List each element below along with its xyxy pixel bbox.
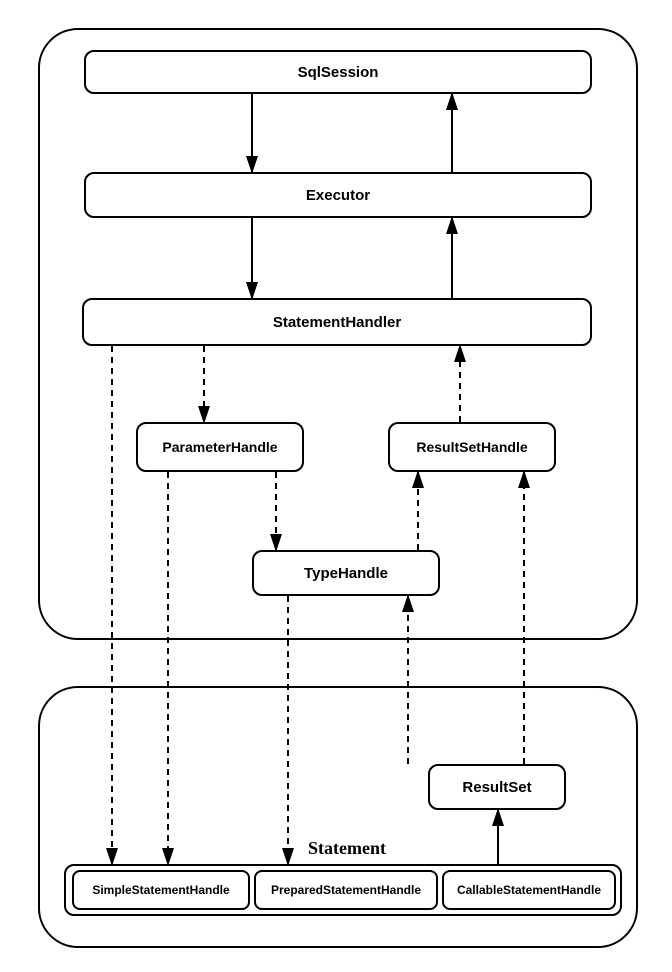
node-label-callable: CallableStatementHandle — [457, 883, 601, 897]
node-label-resultsethandle: ResultSetHandle — [416, 439, 527, 455]
node-parameterhandle: ParameterHandle — [136, 422, 304, 472]
node-statementhandler: StatementHandler — [82, 298, 592, 346]
node-label-parameterhandle: ParameterHandle — [162, 439, 277, 455]
node-label-sqlsession: SqlSession — [298, 64, 379, 81]
node-typehandle: TypeHandle — [252, 550, 440, 596]
node-sqlsession: SqlSession — [84, 50, 592, 94]
node-resultset: ResultSet — [428, 764, 566, 810]
node-simple: SimpleStatementHandle — [72, 870, 250, 910]
title-statement-title: Statement — [308, 838, 386, 859]
node-callable: CallableStatementHandle — [442, 870, 616, 910]
node-label-typehandle: TypeHandle — [304, 565, 388, 582]
node-label-statementhandler: StatementHandler — [273, 314, 401, 331]
node-label-executor: Executor — [306, 187, 370, 204]
node-label-prepared: PreparedStatementHandle — [271, 883, 421, 897]
node-resultsethandle: ResultSetHandle — [388, 422, 556, 472]
node-label-simple: SimpleStatementHandle — [92, 883, 229, 897]
node-label-resultset: ResultSet — [462, 779, 531, 796]
node-executor: Executor — [84, 172, 592, 218]
node-prepared: PreparedStatementHandle — [254, 870, 438, 910]
diagram-canvas: SqlSession Executor StatementHandler Parame… — [20, 20, 652, 952]
